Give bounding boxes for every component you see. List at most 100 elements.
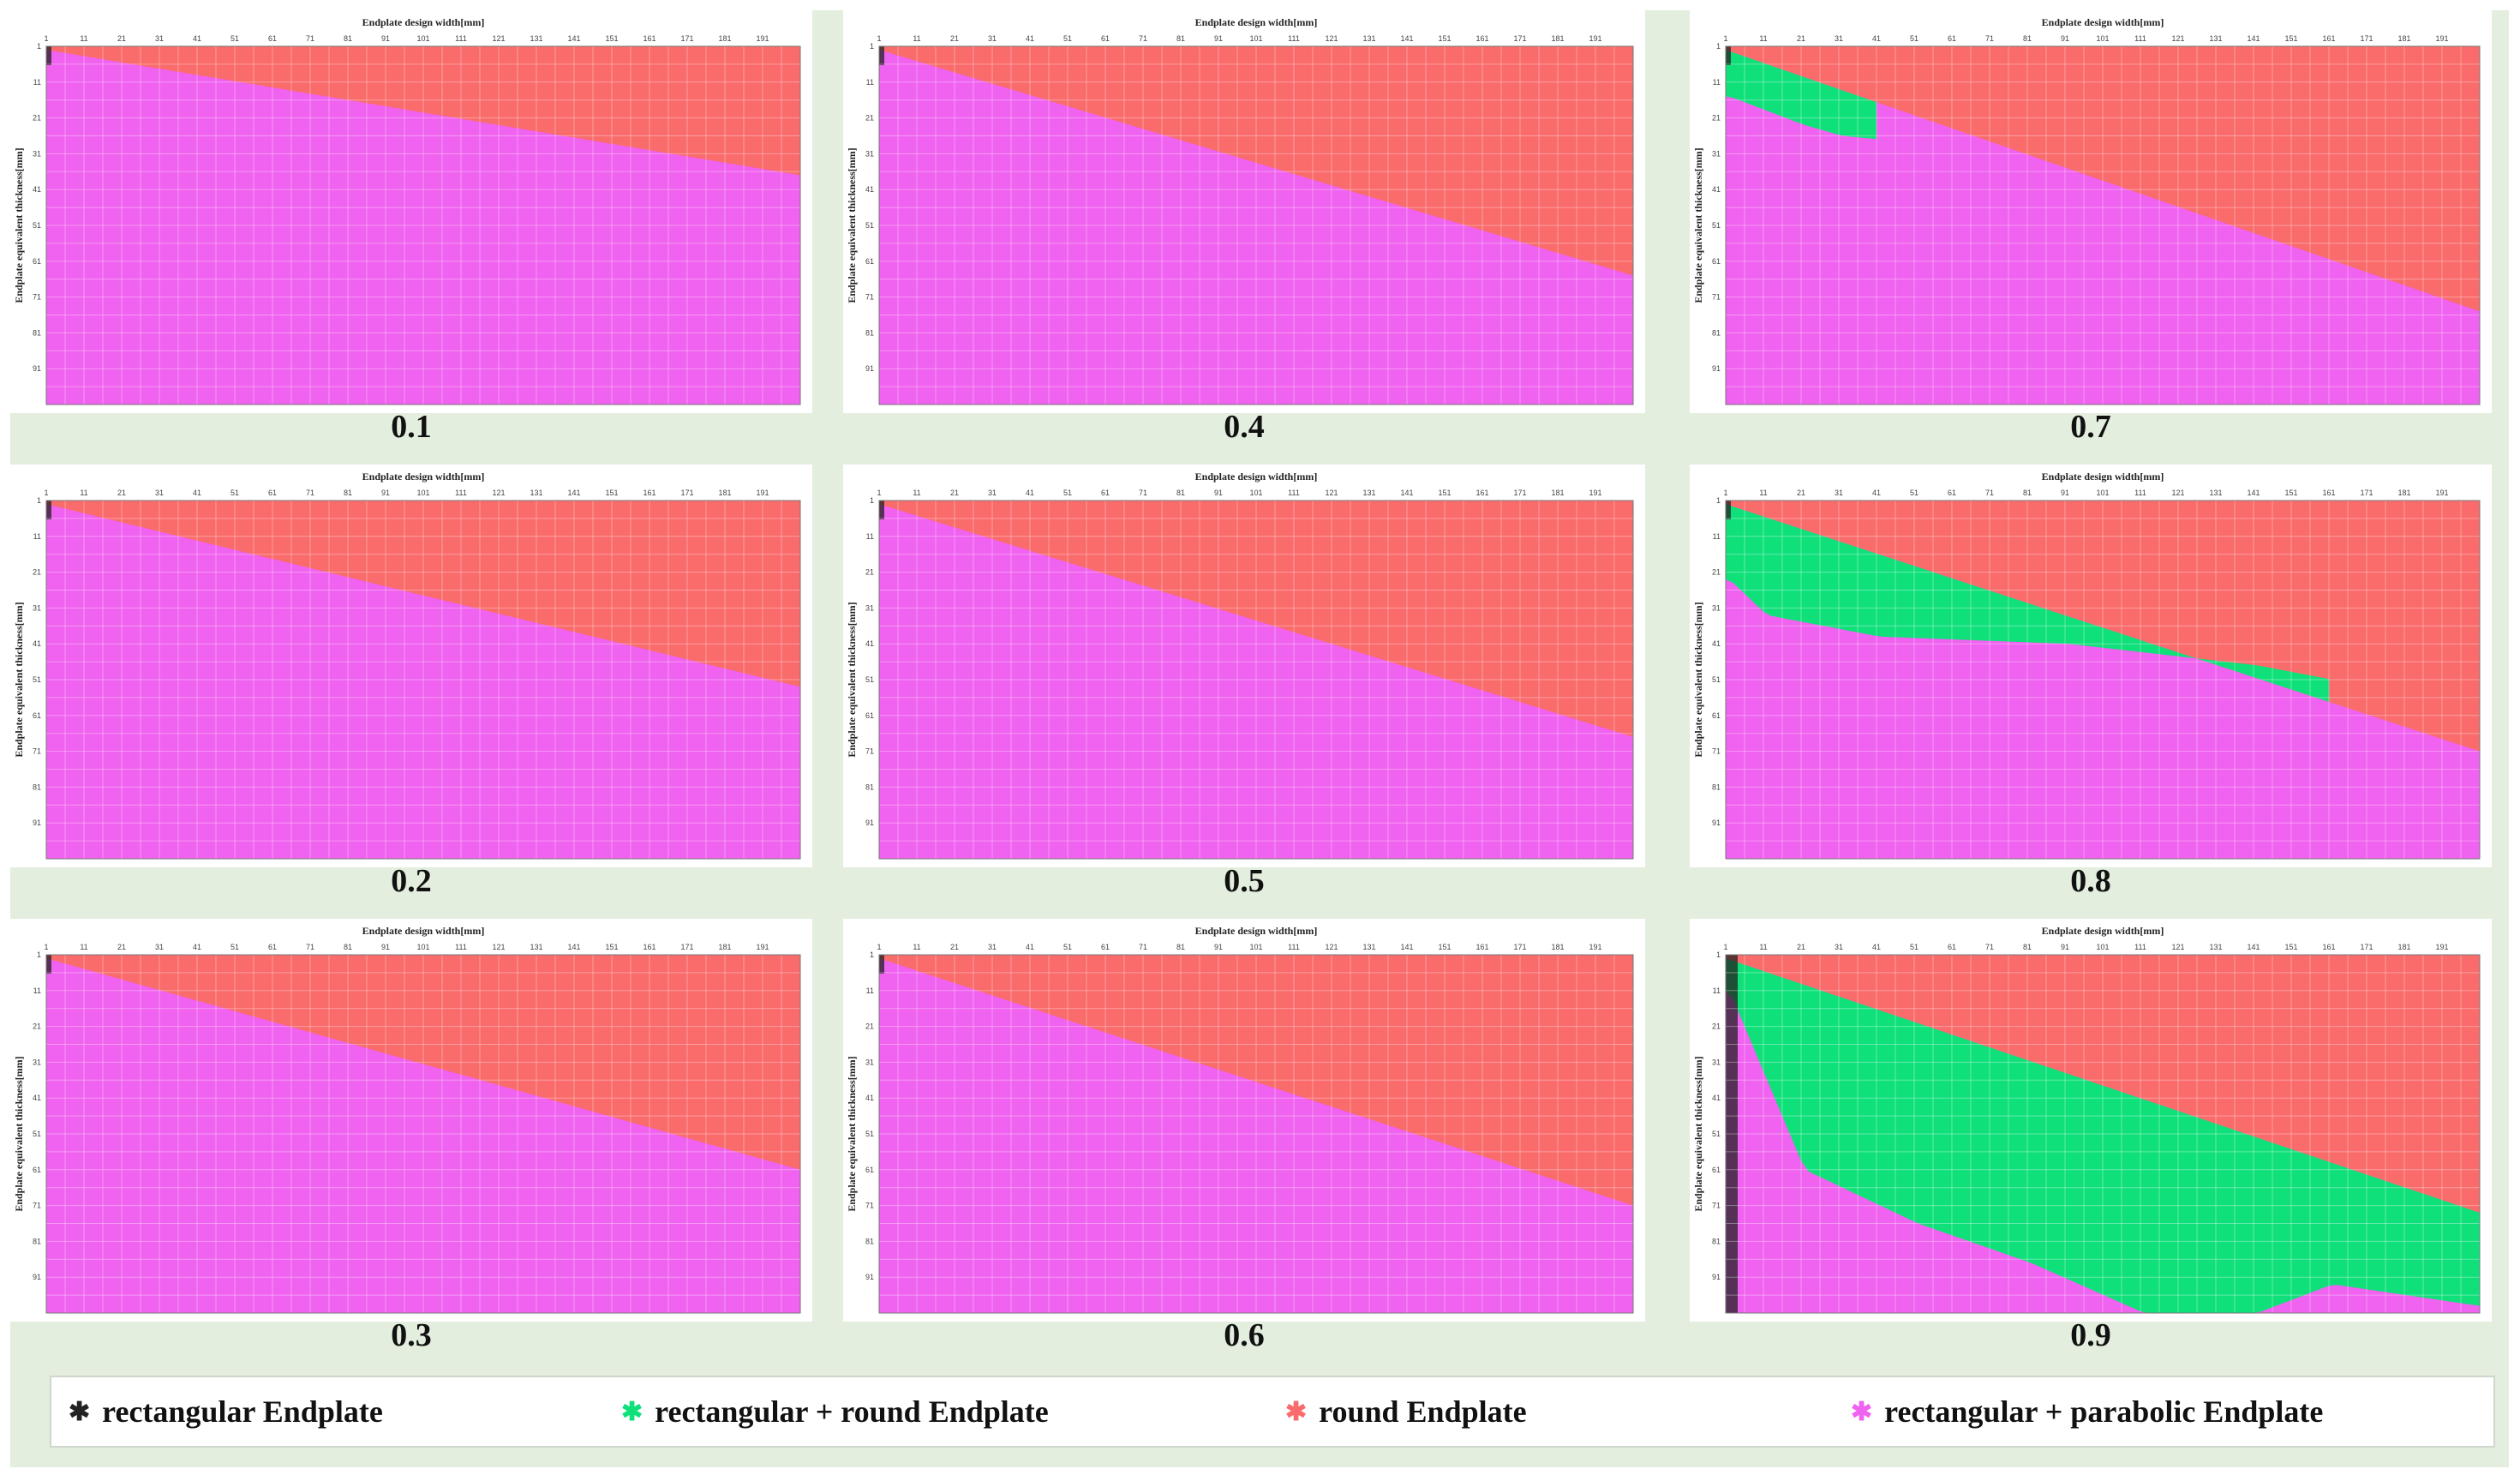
x-tick-label: 141 — [567, 943, 580, 951]
panel-caption: 0.8 — [2070, 863, 2111, 899]
x-tick-label: 171 — [2360, 943, 2373, 951]
y-axis-label: Endplate equivalent thickness[mm] — [846, 147, 858, 303]
x-tick-label: 181 — [1551, 943, 1564, 951]
x-tick-label: 131 — [2209, 34, 2222, 43]
x-tick-label: 21 — [117, 34, 126, 43]
y-tick-label: 81 — [33, 328, 41, 337]
legend-item-rect_parabolic: ✱ rectangular + parabolic Endplate — [1851, 1377, 2323, 1446]
panel-caption: 0.2 — [391, 863, 432, 899]
x-tick-label: 181 — [718, 943, 731, 951]
y-tick-label: 71 — [33, 1202, 41, 1210]
x-axis-label: Endplate design width[mm] — [2042, 16, 2164, 28]
y-tick-label: 61 — [33, 257, 41, 266]
x-tick-label: 81 — [1176, 34, 1185, 43]
y-tick-label: 51 — [1712, 221, 1721, 230]
x-tick-label: 121 — [2171, 943, 2184, 951]
x-axis-label: Endplate design width[mm] — [362, 925, 485, 937]
x-tick-label: 21 — [1797, 489, 1805, 497]
x-tick-label: 61 — [268, 34, 277, 43]
x-tick-label: 191 — [2435, 34, 2448, 43]
x-tick-label: 41 — [193, 489, 201, 497]
legend-item-rectangular: ✱ rectangular Endplate — [69, 1377, 383, 1446]
x-tick-label: 111 — [455, 34, 467, 43]
x-tick-label: 181 — [2397, 489, 2410, 497]
x-tick-label: 21 — [950, 34, 959, 43]
heatmap-svg: 1 11 21 31 41 51 61 71 81 91 101 111 121 131 141 151 161… — [846, 925, 1634, 1314]
x-axis-label: Endplate design width[mm] — [362, 16, 485, 28]
y-tick-label: 1 — [37, 42, 41, 51]
y-tick-label: 21 — [1712, 1022, 1721, 1031]
legend-label: round Endplate — [1319, 1394, 1527, 1429]
x-tick-label: 51 — [1910, 943, 1918, 951]
x-tick-label: 121 — [1325, 489, 1338, 497]
x-tick-label: 161 — [643, 34, 655, 43]
y-tick-label: 41 — [1712, 1094, 1721, 1102]
y-tick-label: 21 — [865, 568, 874, 577]
x-tick-label: 71 — [306, 34, 314, 43]
x-tick-label: 161 — [2322, 943, 2335, 951]
panel-caption: 0.3 — [391, 1317, 432, 1353]
x-tick-label: 41 — [1026, 34, 1034, 43]
legend-item-rect_round: ✱ rectangular + round Endplate — [621, 1377, 1049, 1446]
y-tick-label: 61 — [865, 257, 874, 266]
x-tick-label: 91 — [381, 489, 390, 497]
x-tick-label: 21 — [117, 943, 126, 951]
x-tick-label: 31 — [988, 489, 997, 497]
x-tick-label: 131 — [530, 943, 542, 951]
legend-marker-icon: ✱ — [621, 1397, 643, 1426]
y-tick-label: 61 — [1712, 1166, 1721, 1174]
y-axis-label: Endplate equivalent thickness[mm] — [1692, 147, 1704, 303]
legend-marker-icon: ✱ — [1851, 1397, 1873, 1426]
x-tick-label: 51 — [1910, 489, 1918, 497]
y-tick-label: 1 — [870, 496, 874, 505]
x-tick-label: 181 — [2397, 34, 2410, 43]
y-tick-label: 31 — [33, 149, 41, 158]
panel-0-8: 1 11 21 31 41 51 61 71 81 91 101 111 121 131 141 151 161… — [1690, 465, 2492, 867]
x-tick-label: 61 — [1948, 489, 1956, 497]
legend-marker-icon: ✱ — [69, 1397, 91, 1426]
y-tick-label: 51 — [1712, 1130, 1721, 1138]
x-tick-label: 71 — [1139, 943, 1147, 951]
y-tick-label: 61 — [865, 711, 874, 720]
x-tick-label: 1 — [44, 489, 48, 497]
y-tick-label: 71 — [865, 293, 874, 302]
x-tick-label: 141 — [2247, 943, 2260, 951]
x-tick-label: 31 — [155, 34, 164, 43]
x-tick-label: 141 — [1400, 489, 1413, 497]
x-tick-label: 71 — [306, 489, 314, 497]
panel-0-4: 1 11 21 31 41 51 61 71 81 91 101 111 121 131 141 151 161… — [843, 10, 1645, 413]
y-tick-label: 71 — [33, 293, 41, 302]
x-tick-label: 91 — [381, 943, 390, 951]
y-tick-label: 91 — [33, 818, 41, 827]
region-round — [1726, 955, 2480, 1213]
panel-0-5: 1 11 21 31 41 51 61 71 81 91 101 111 121 131 141 151 161… — [843, 465, 1645, 867]
region-rectangular — [46, 955, 51, 974]
y-tick-label: 91 — [33, 1273, 41, 1281]
y-tick-label: 41 — [1712, 185, 1721, 194]
x-tick-label: 11 — [80, 489, 87, 497]
x-tick-label: 121 — [492, 489, 505, 497]
x-tick-label: 131 — [2209, 943, 2222, 951]
y-tick-label: 1 — [1716, 42, 1721, 51]
y-tick-label: 21 — [33, 1022, 41, 1031]
x-tick-label: 91 — [1214, 943, 1223, 951]
panel-0-1: 1 11 21 31 41 51 61 71 81 91 101 111 121 131 141 151 161… — [10, 10, 812, 413]
plot-frame — [45, 45, 801, 405]
x-tick-label: 31 — [1835, 34, 1843, 43]
x-tick-label: 21 — [950, 943, 959, 951]
x-tick-label: 161 — [1475, 943, 1488, 951]
x-tick-label: 51 — [1910, 34, 1918, 43]
y-tick-label: 31 — [865, 149, 874, 158]
panel-caption: 0.4 — [1224, 409, 1265, 445]
x-tick-label: 1 — [1723, 943, 1727, 951]
x-tick-label: 51 — [230, 34, 239, 43]
legend-label: rectangular + parabolic Endplate — [1884, 1394, 2324, 1429]
x-tick-label: 191 — [756, 489, 769, 497]
heatmap-svg: 1 11 21 31 41 51 61 71 81 91 101 111 121 131 141 151 161… — [13, 471, 801, 860]
x-tick-label: 21 — [1797, 943, 1805, 951]
x-tick-label: 191 — [2435, 489, 2448, 497]
x-tick-label: 11 — [80, 34, 87, 43]
x-tick-label: 111 — [1288, 489, 1300, 497]
x-tick-label: 141 — [1400, 34, 1413, 43]
y-tick-label: 1 — [37, 496, 41, 505]
